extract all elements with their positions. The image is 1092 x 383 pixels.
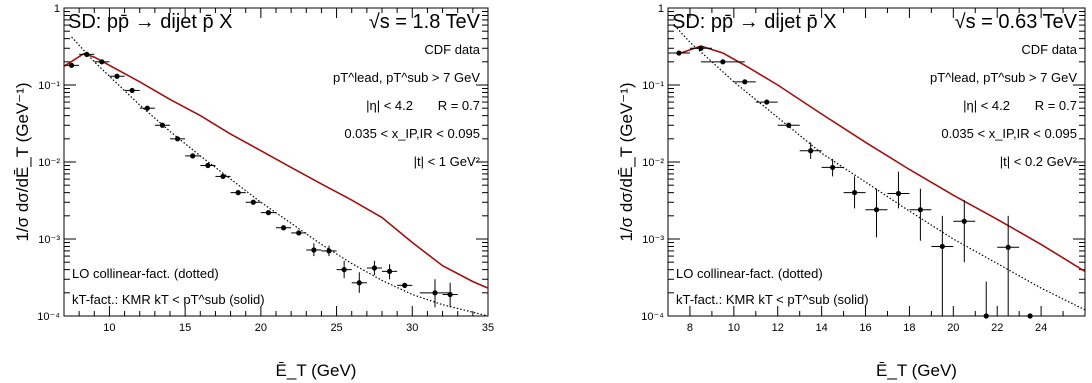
annotation: pT^lead, pT^sub > 7 GeV xyxy=(930,70,1077,85)
legend-entry: kT-fact.: KMR kT < pT^sub (solid) xyxy=(72,292,265,307)
data-point xyxy=(341,267,347,273)
data-point xyxy=(1027,313,1033,319)
data-point xyxy=(808,148,814,154)
data-point xyxy=(174,136,181,142)
data-point xyxy=(159,122,166,128)
title-right: √s = 1.8 TeV xyxy=(369,11,481,33)
data-point xyxy=(296,230,302,236)
data-point xyxy=(235,190,241,196)
x-tick-label: 10 xyxy=(103,322,115,334)
y-tick-label: 10⁻³ xyxy=(642,234,664,246)
data-point xyxy=(326,248,332,254)
y-tick-label: 1 xyxy=(54,3,60,15)
y-tick-label: 10⁻² xyxy=(38,157,60,169)
data-point xyxy=(676,50,682,56)
annotation: pT^lead, pT^sub > 7 GeV xyxy=(333,70,480,85)
data-point xyxy=(786,122,792,128)
data-point xyxy=(742,79,748,85)
annotation: |η| < 4.2 xyxy=(963,98,1010,113)
solid-curve xyxy=(676,45,1086,273)
x-tick-label: 8 xyxy=(687,322,693,334)
x-tick-label: 30 xyxy=(406,322,418,334)
data-point xyxy=(961,218,967,224)
data-point xyxy=(830,164,836,171)
x-tick-label: 35 xyxy=(482,322,494,334)
data-point xyxy=(114,73,120,79)
left-panel: 10⁻⁴ 10⁻³ 10⁻² 10⁻¹ 1 10 15 20 25 30 35 SD: pp̄ → d… xyxy=(13,3,494,380)
annotation: R = 0.7 xyxy=(438,98,480,113)
data-point xyxy=(939,243,945,250)
x-tick-label: 16 xyxy=(859,322,871,334)
y-tick-label: 10⁻² xyxy=(642,157,664,169)
data-point xyxy=(386,268,393,274)
annotation: CDF data xyxy=(424,42,480,57)
data-point xyxy=(84,51,90,57)
legend-entry: LO collinear-fact. (dotted) xyxy=(72,266,219,281)
annotation: |η| < 4.2 xyxy=(366,98,413,113)
y-tick-label: 10⁻³ xyxy=(38,234,60,246)
x-tick-label: 12 xyxy=(772,322,784,334)
x-tick-label: 15 xyxy=(179,322,191,334)
x-tick-label: 18 xyxy=(903,322,915,334)
data-point xyxy=(265,210,272,216)
y-axis-label: 1/σ dσ/dĒ_T (GeV⁻¹) xyxy=(13,82,32,241)
x-tick-label: 20 xyxy=(947,322,959,334)
legend-entry: LO collinear-fact. (dotted) xyxy=(676,266,823,281)
data-point xyxy=(895,190,902,197)
data-point xyxy=(720,59,726,65)
data-point xyxy=(764,99,770,105)
x-tick-label: 25 xyxy=(330,322,342,334)
title-left: SD: pp̄ → dijet p̄ X xyxy=(672,11,837,33)
y-tick-label: 1 xyxy=(658,3,664,15)
data-point xyxy=(205,162,211,169)
data-point xyxy=(851,190,858,196)
data-point xyxy=(917,207,923,213)
data-point xyxy=(250,199,256,205)
data-point xyxy=(1005,244,1011,250)
y-tick-label: 10⁻⁴ xyxy=(37,311,60,323)
data-point xyxy=(68,62,75,68)
x-axis-label: Ē_T (GeV) xyxy=(276,361,357,380)
data-point xyxy=(698,45,704,51)
x-tick-label: 20 xyxy=(255,322,267,334)
solid-curve xyxy=(63,52,489,289)
data-point xyxy=(190,153,196,159)
y-tick-label: 10⁻⁴ xyxy=(641,311,664,323)
data-point xyxy=(220,173,226,180)
annotation: CDF data xyxy=(1021,42,1077,57)
data-point xyxy=(144,105,150,111)
legend-entry: kT-fact.: KMR kT < pT^sub (solid) xyxy=(676,292,869,307)
data-point xyxy=(356,280,362,286)
x-tick-label: 24 xyxy=(1035,322,1047,334)
data-point xyxy=(432,290,438,296)
data-point xyxy=(311,247,317,253)
x-axis-label: Ē_T (GeV) xyxy=(876,361,957,380)
data-point xyxy=(402,282,408,288)
data-point xyxy=(99,59,105,65)
annotation: 0.035 < x_IP,IR < 0.095 xyxy=(941,126,1077,141)
y-axis-label: 1/σ dσ/dĒ_T (GeV⁻¹) xyxy=(617,82,636,241)
annotation: R = 0.7 xyxy=(1035,98,1077,113)
data-point xyxy=(983,313,989,319)
data-point xyxy=(873,207,880,213)
data-point xyxy=(447,291,453,298)
y-tick-label: 10⁻¹ xyxy=(38,80,60,92)
annotation: |t| < 1 GeV² xyxy=(414,154,481,169)
data-point xyxy=(129,87,135,94)
title-right: √s = 0.63 TeV xyxy=(955,11,1078,33)
title-left: SD: pp̄ → dijet p̄ X xyxy=(68,11,233,33)
x-tick-label: 10 xyxy=(728,322,740,334)
y-tick-label: 10⁻¹ xyxy=(642,80,664,92)
annotation: 0.035 < x_IP,IR < 0.095 xyxy=(344,126,480,141)
data-point xyxy=(280,225,287,231)
data-point xyxy=(371,265,378,271)
x-tick-label: 14 xyxy=(816,322,828,334)
annotation: |t| < 0.2 GeV² xyxy=(1000,154,1078,169)
x-tick-label: 22 xyxy=(991,322,1003,334)
